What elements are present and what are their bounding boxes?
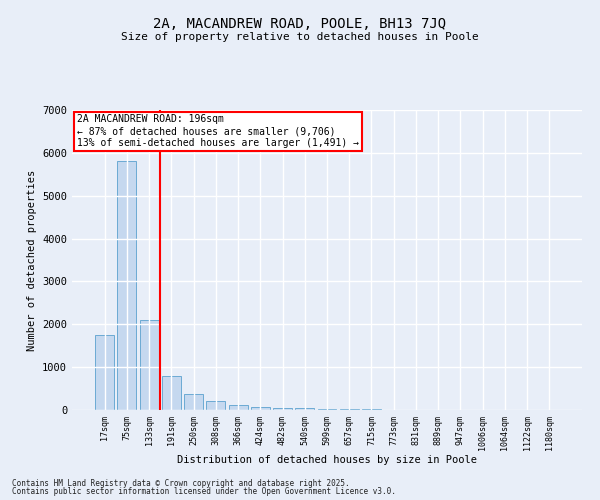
Bar — [184, 394, 203, 410]
Bar — [295, 408, 314, 410]
Bar — [162, 376, 181, 410]
Bar — [251, 407, 270, 410]
Bar — [140, 320, 158, 410]
X-axis label: Distribution of detached houses by size in Poole: Distribution of detached houses by size … — [177, 456, 477, 466]
Bar — [317, 408, 337, 410]
Text: Contains HM Land Registry data © Crown copyright and database right 2025.: Contains HM Land Registry data © Crown c… — [12, 478, 350, 488]
Text: 2A MACANDREW ROAD: 196sqm
← 87% of detached houses are smaller (9,706)
13% of se: 2A MACANDREW ROAD: 196sqm ← 87% of detac… — [77, 114, 359, 148]
Bar — [340, 409, 359, 410]
Bar — [118, 162, 136, 410]
Bar — [229, 404, 248, 410]
Text: Size of property relative to detached houses in Poole: Size of property relative to detached ho… — [121, 32, 479, 42]
Bar — [95, 335, 114, 410]
Text: Contains public sector information licensed under the Open Government Licence v3: Contains public sector information licen… — [12, 487, 396, 496]
Bar — [273, 408, 292, 410]
Y-axis label: Number of detached properties: Number of detached properties — [26, 170, 37, 350]
Bar — [206, 402, 225, 410]
Text: 2A, MACANDREW ROAD, POOLE, BH13 7JQ: 2A, MACANDREW ROAD, POOLE, BH13 7JQ — [154, 18, 446, 32]
